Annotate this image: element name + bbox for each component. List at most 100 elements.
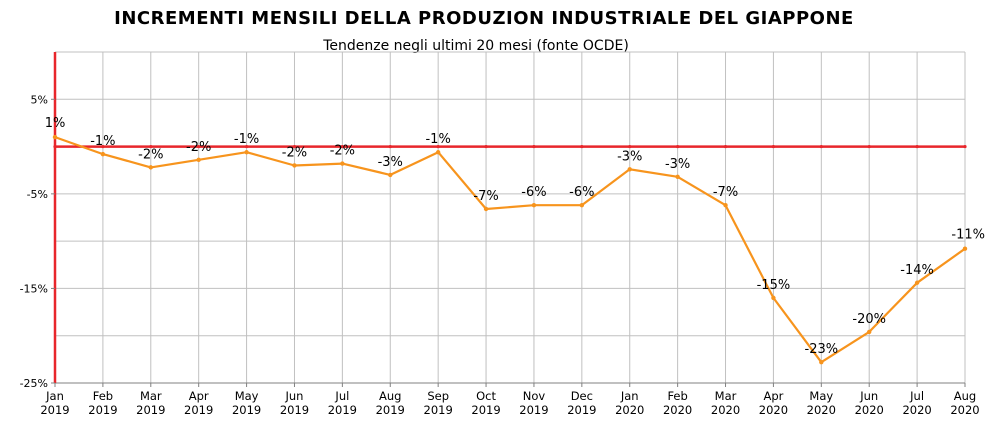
data-label: -3% bbox=[665, 157, 690, 172]
data-point bbox=[244, 150, 249, 155]
x-tick-label-year: 2019 bbox=[136, 403, 165, 417]
data-point bbox=[340, 161, 345, 166]
data-label: -2% bbox=[330, 144, 355, 159]
data-point bbox=[627, 167, 632, 172]
zero-line-marker bbox=[819, 144, 823, 149]
x-tick-label: Apr bbox=[189, 389, 209, 403]
x-tick-label: Jul bbox=[909, 389, 924, 403]
x-tick-label: Jan bbox=[620, 389, 639, 403]
data-label: -1% bbox=[425, 132, 450, 147]
x-tick-label: Mar bbox=[715, 389, 737, 403]
x-tick-label-year: 2019 bbox=[567, 403, 596, 417]
x-tick-label-year: 2020 bbox=[615, 403, 644, 417]
data-point bbox=[579, 203, 585, 208]
x-tick-label-year: 2019 bbox=[280, 403, 309, 417]
data-label: -20% bbox=[852, 312, 886, 327]
data-point bbox=[292, 163, 297, 168]
data-point bbox=[675, 174, 680, 180]
x-tick-label-year: 2020 bbox=[950, 403, 979, 417]
x-tick-label-year: 2020 bbox=[855, 403, 884, 417]
x-tick-label: May bbox=[809, 389, 833, 403]
data-point bbox=[771, 295, 776, 301]
zero-line-marker bbox=[867, 144, 871, 149]
x-tick-label: Aug bbox=[379, 389, 401, 403]
x-tick-label: Jul bbox=[334, 389, 349, 403]
data-point bbox=[914, 280, 920, 285]
x-tick-label-year: 2020 bbox=[807, 403, 836, 417]
series-line bbox=[54, 136, 966, 364]
x-tick-label-year: 2020 bbox=[902, 403, 931, 417]
zero-line-marker bbox=[771, 144, 776, 149]
data-label: -15% bbox=[757, 278, 791, 293]
zero-line-marker bbox=[149, 144, 153, 149]
data-label: -6% bbox=[521, 185, 546, 200]
zero-line-marker bbox=[101, 144, 105, 149]
zero-line-marker bbox=[340, 144, 344, 149]
data-point bbox=[819, 359, 824, 365]
data-label: -2% bbox=[282, 145, 307, 160]
zero-line-marker bbox=[388, 144, 392, 149]
x-tick-label-year: 2020 bbox=[663, 403, 692, 417]
x-tick-label-year: 2019 bbox=[232, 403, 261, 417]
y-tick-label: 5% bbox=[31, 93, 48, 106]
x-tick-label: Mar bbox=[140, 389, 162, 403]
chart-subtitle: Tendenze negli ultimi 20 mesi (fonte OCD… bbox=[323, 38, 629, 54]
zero-line-marker bbox=[197, 144, 201, 149]
y-tick-label: -15% bbox=[20, 282, 48, 295]
data-label: -2% bbox=[138, 147, 163, 162]
x-tick-label-year: 2019 bbox=[424, 403, 453, 417]
zero-line-marker bbox=[628, 144, 632, 149]
x-tick-label: Oct bbox=[476, 389, 496, 403]
data-point bbox=[531, 203, 537, 208]
zero-line-marker bbox=[676, 144, 680, 149]
zero-line-marker bbox=[532, 144, 536, 149]
data-point bbox=[388, 172, 393, 178]
x-tick-label: Feb bbox=[93, 389, 113, 403]
grid-lines bbox=[55, 51, 966, 383]
data-label: -7% bbox=[713, 185, 738, 200]
zero-line-marker bbox=[244, 144, 249, 149]
data-label: -14% bbox=[900, 263, 934, 278]
data-label: 1% bbox=[45, 116, 66, 131]
data-label: -2% bbox=[186, 140, 211, 155]
x-tick-label: Jan bbox=[45, 389, 64, 403]
data-point bbox=[867, 329, 872, 335]
data-label: -6% bbox=[569, 185, 594, 200]
x-tick-label-year: 2019 bbox=[88, 403, 117, 417]
data-label: -1% bbox=[90, 134, 115, 149]
zero-line-marker bbox=[53, 144, 57, 149]
data-label: -1% bbox=[234, 132, 259, 147]
x-tick-label: Feb bbox=[667, 389, 687, 403]
data-point bbox=[100, 151, 106, 157]
data-label: -3% bbox=[617, 149, 642, 164]
x-tick-label-year: 2019 bbox=[328, 403, 357, 417]
zero-line-marker bbox=[436, 144, 440, 149]
data-label: -7% bbox=[473, 189, 498, 204]
x-tick-label: May bbox=[235, 389, 259, 403]
tick-labels: 5%-5%-15%-25%Jan2019Feb2019Mar2019Apr201… bbox=[20, 93, 980, 417]
x-tick-label: Dec bbox=[571, 389, 593, 403]
x-tick-label-year: 2019 bbox=[40, 403, 69, 417]
data-point bbox=[723, 203, 728, 208]
x-tick-label-year: 2019 bbox=[471, 403, 500, 417]
zero-line-marker bbox=[292, 144, 297, 149]
x-tick-label: Jun bbox=[284, 389, 303, 403]
zero-line-marker bbox=[963, 144, 967, 149]
data-point bbox=[196, 157, 201, 163]
zero-line-marker bbox=[915, 144, 919, 149]
data-label: -23% bbox=[805, 342, 839, 357]
x-tick-label: Sep bbox=[427, 389, 449, 403]
x-tick-label: Apr bbox=[763, 389, 783, 403]
zero-line-marker bbox=[484, 144, 488, 149]
x-tick-label: Nov bbox=[523, 389, 546, 403]
x-tick-label-year: 2019 bbox=[376, 403, 405, 417]
data-labels: 1% -1% -2% -2% -1% -2% -2% -3% -1% -7% -6% -6% -3% -3… bbox=[45, 116, 985, 357]
x-tick-label: Aug bbox=[954, 389, 976, 403]
data-point bbox=[962, 246, 968, 251]
data-point bbox=[148, 165, 153, 170]
data-point bbox=[483, 206, 489, 212]
y-tick-label: -25% bbox=[20, 377, 48, 390]
data-point bbox=[435, 150, 441, 155]
axes bbox=[51, 52, 967, 387]
